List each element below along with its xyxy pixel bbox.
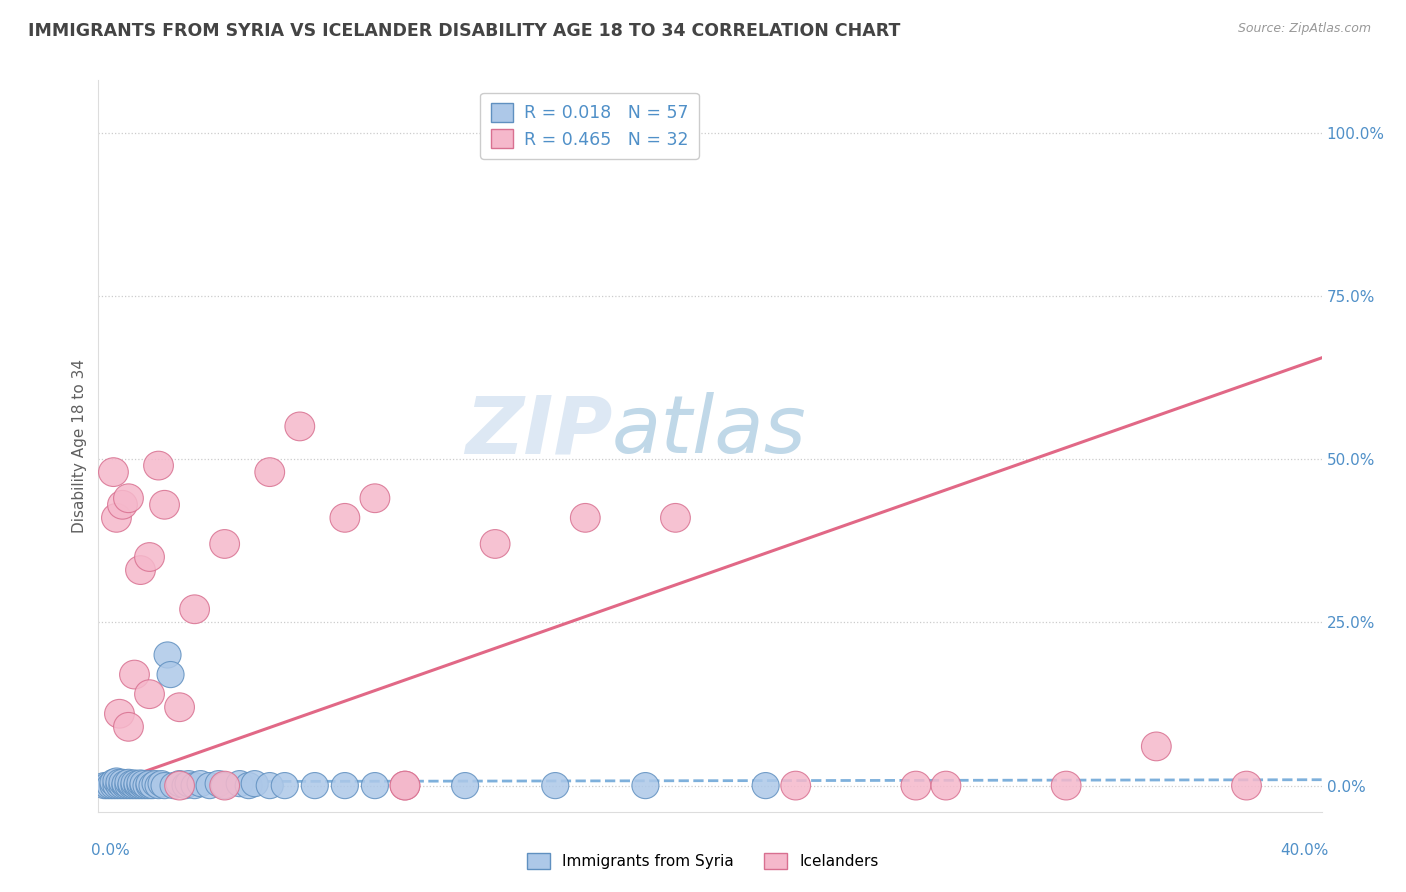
Legend: R = 0.018   N = 57, R = 0.465   N = 32: R = 0.018 N = 57, R = 0.465 N = 32 [481, 93, 699, 159]
Text: IMMIGRANTS FROM SYRIA VS ICELANDER DISABILITY AGE 18 TO 34 CORRELATION CHART: IMMIGRANTS FROM SYRIA VS ICELANDER DISAB… [28, 22, 900, 40]
Legend: Immigrants from Syria, Icelanders: Immigrants from Syria, Icelanders [520, 847, 886, 875]
Text: atlas: atlas [612, 392, 807, 470]
Y-axis label: Disability Age 18 to 34: Disability Age 18 to 34 [72, 359, 87, 533]
Text: ZIP: ZIP [465, 392, 612, 470]
Text: 40.0%: 40.0% [1281, 843, 1329, 858]
Text: 0.0%: 0.0% [91, 843, 131, 858]
Text: Source: ZipAtlas.com: Source: ZipAtlas.com [1237, 22, 1371, 36]
